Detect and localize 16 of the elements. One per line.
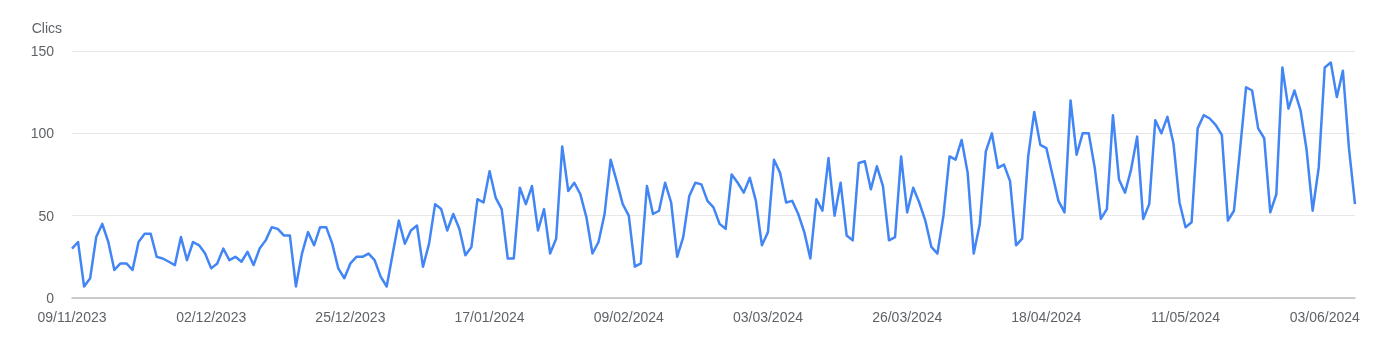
- y-axis-title: Clics: [31, 20, 62, 36]
- line-series: [70, 61, 1357, 288]
- y-tick-label: 0: [46, 290, 55, 306]
- x-tick-label: 09/11/2023: [37, 309, 107, 325]
- y-tick-label: 50: [38, 207, 55, 224]
- x-tick-label: 25/12/2023: [315, 309, 386, 325]
- x-tick-label: 03/03/2024: [732, 309, 804, 325]
- y-tick-label: 150: [30, 43, 55, 59]
- x-tick-label: 09/02/2024: [593, 309, 665, 325]
- x-tick-label: 02/12/2023: [176, 309, 247, 325]
- x-tick-label: 03/06/2024: [1289, 309, 1360, 325]
- x-tick-label: 17/01/2024: [454, 309, 525, 325]
- x-tick-label: 18/04/2024: [1011, 309, 1082, 325]
- x-tick-label: 26/03/2024: [872, 309, 943, 325]
- y-tick-label: 100: [30, 125, 55, 142]
- x-tick-label: 11/05/2024: [1151, 309, 1221, 325]
